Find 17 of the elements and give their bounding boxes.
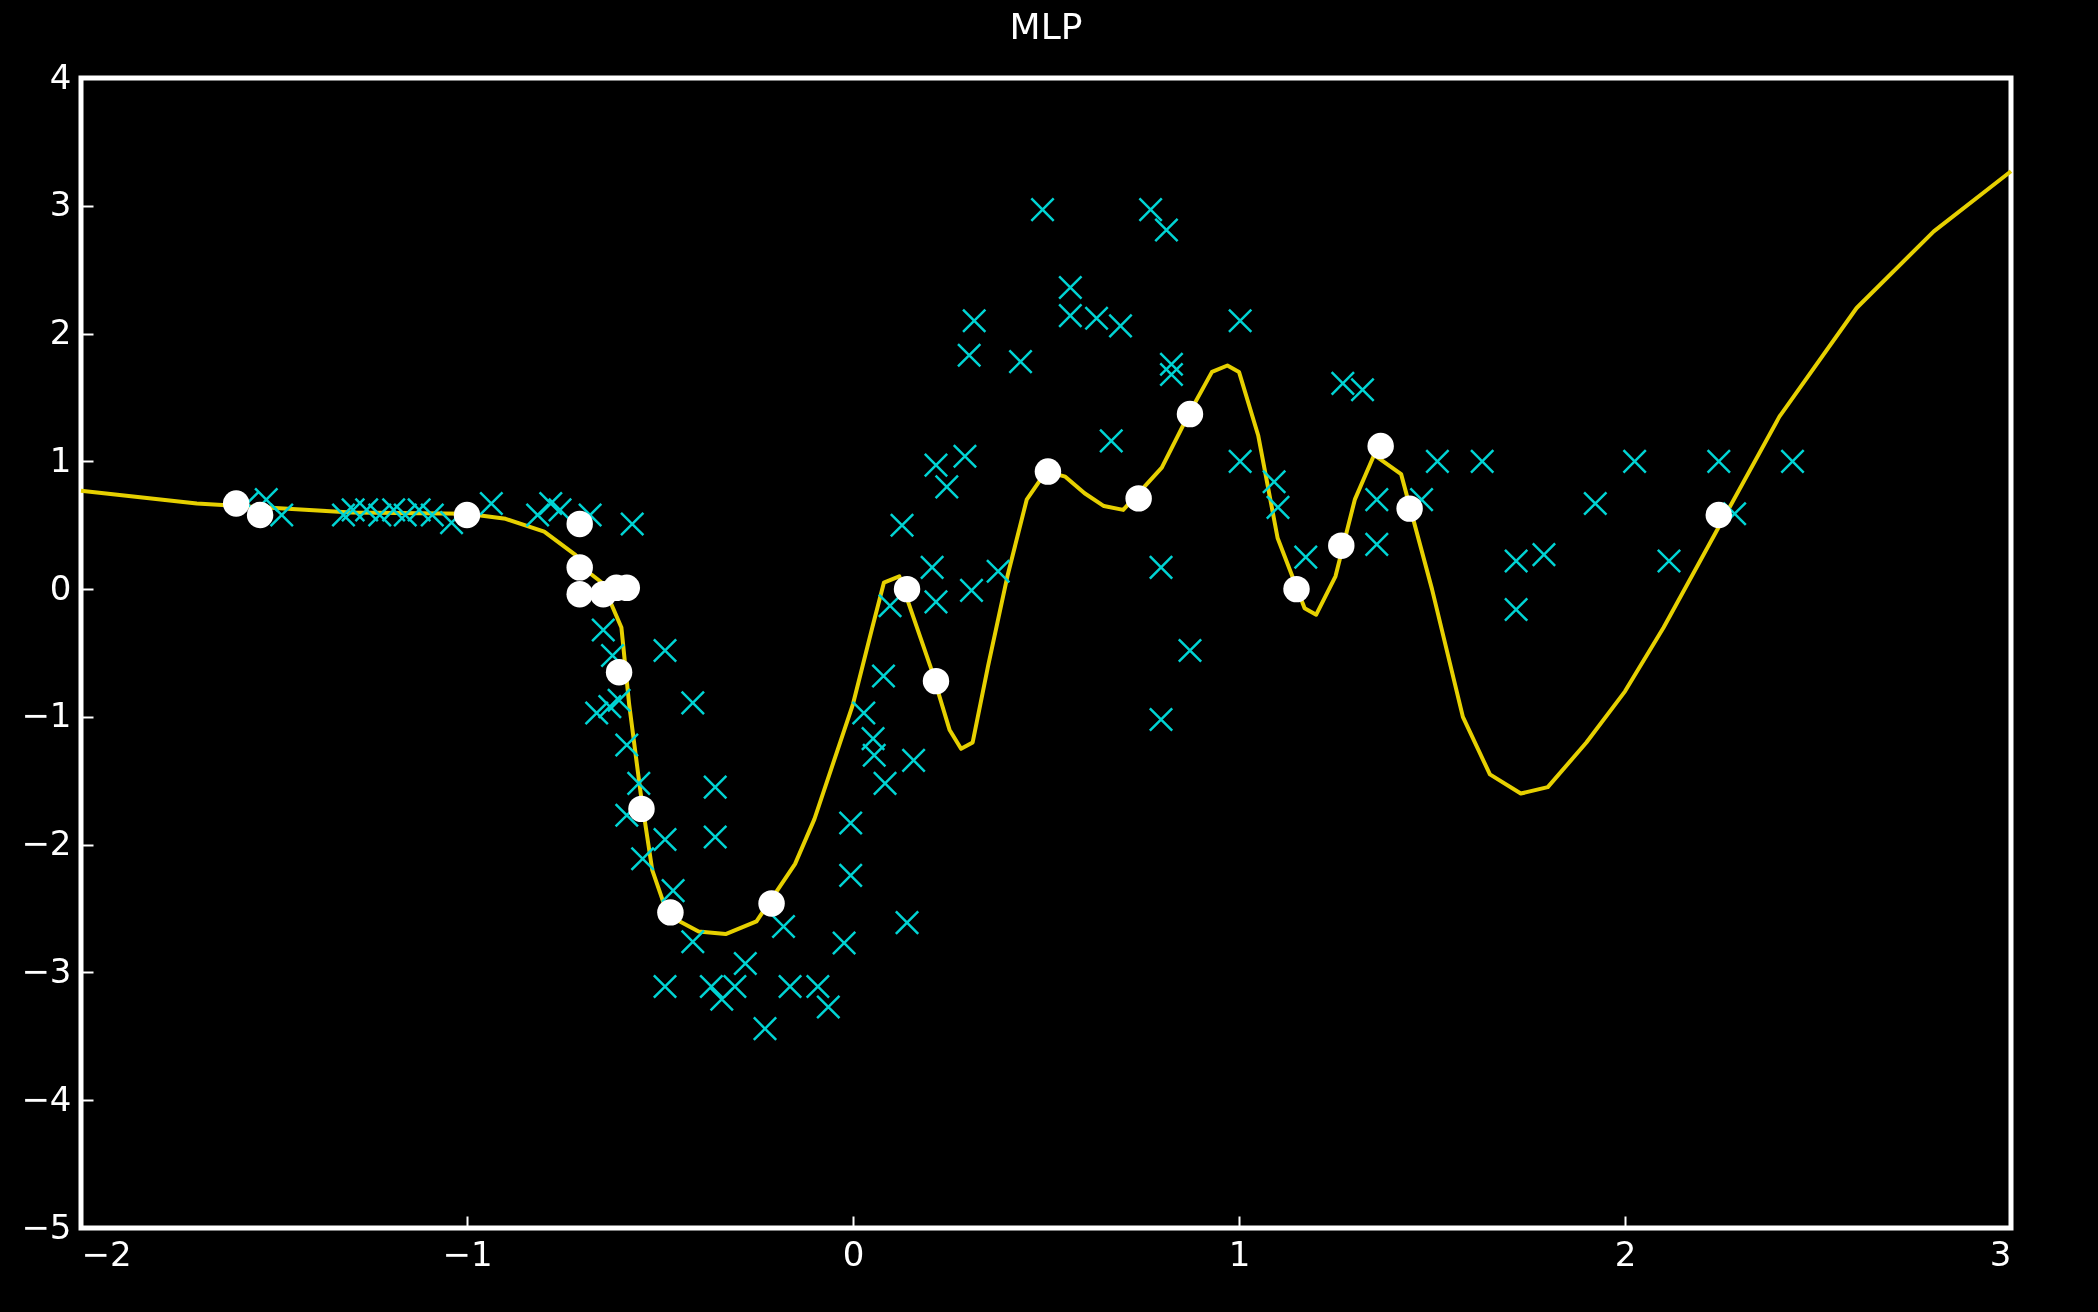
y-tick-label: 3 bbox=[49, 184, 72, 225]
chart-title: MLP bbox=[1009, 6, 1083, 47]
y-tick-label: 2 bbox=[49, 312, 72, 353]
x-tick-label: 1 bbox=[1228, 1233, 1251, 1274]
y-tick-label: 4 bbox=[49, 56, 72, 97]
x-tick-label: 3 bbox=[1989, 1233, 2012, 1274]
y-tick-label: 0 bbox=[49, 567, 72, 608]
y-tick-label: −4 bbox=[21, 1078, 72, 1119]
y-tick-label: 1 bbox=[49, 439, 72, 480]
x-tick-label: 0 bbox=[842, 1233, 865, 1274]
y-tick-label: −1 bbox=[21, 695, 72, 736]
x-tick-label: −2 bbox=[81, 1233, 132, 1274]
x-tick-label: 2 bbox=[1614, 1233, 1637, 1274]
y-tick-label: −5 bbox=[21, 1206, 72, 1247]
x-tick-label: −1 bbox=[442, 1233, 493, 1274]
y-tick-label: −3 bbox=[21, 950, 72, 991]
y-tick-label: −2 bbox=[21, 823, 72, 864]
